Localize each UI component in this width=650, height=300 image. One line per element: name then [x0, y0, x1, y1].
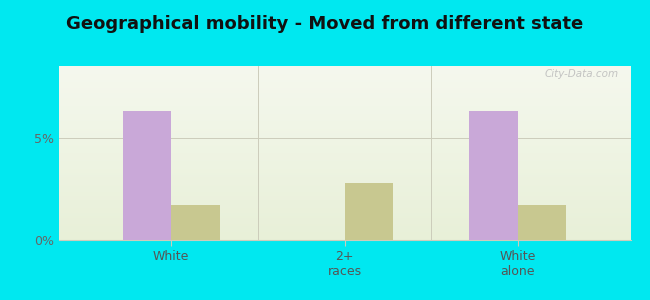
- Bar: [171, 205, 220, 240]
- Bar: [469, 111, 518, 240]
- Text: Geographical mobility - Moved from different state: Geographical mobility - Moved from diffe…: [66, 15, 584, 33]
- Text: City-Data.com: City-Data.com: [545, 70, 619, 80]
- Bar: [123, 111, 171, 240]
- Bar: [518, 205, 566, 240]
- Bar: [344, 183, 393, 240]
